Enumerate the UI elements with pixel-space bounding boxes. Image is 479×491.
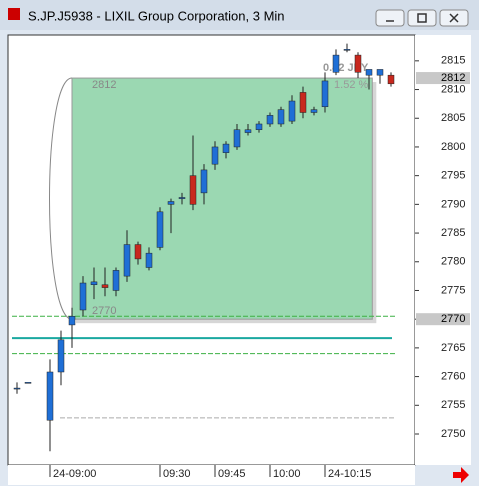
y-tick-label: 2780 xyxy=(441,256,465,268)
candle-body xyxy=(255,123,263,130)
y-tick-label: 2755 xyxy=(441,399,465,411)
candle-body xyxy=(310,109,318,113)
x-tick-label: 24-10:15 xyxy=(328,468,371,480)
candle-body xyxy=(178,197,186,199)
y-tick-label: 2810 xyxy=(441,83,465,95)
y-tick-label: 2765 xyxy=(441,342,465,354)
y-tick-label: 2760 xyxy=(441,370,465,382)
box-bracket xyxy=(49,77,73,320)
candle-body xyxy=(24,382,32,384)
minimize[interactable] xyxy=(375,9,405,27)
candle-body xyxy=(90,281,98,285)
candle-body xyxy=(211,146,219,165)
candle-body xyxy=(134,244,142,260)
box-high-label: 2812 xyxy=(92,79,116,91)
candle-body xyxy=(156,211,164,248)
candle-body xyxy=(101,284,109,288)
price-tag-label: 2770 xyxy=(441,313,465,325)
candle-body xyxy=(244,129,252,133)
candle-body xyxy=(222,143,230,153)
y-tick-label: 2750 xyxy=(441,428,465,440)
candle-body xyxy=(376,69,384,76)
candle-body xyxy=(112,270,120,291)
window-title: S.JP.J5938 - LIXIL Group Corporation, 3 … xyxy=(28,8,285,23)
x-tick-label: 24-09:00 xyxy=(53,468,96,480)
candle-body xyxy=(299,92,307,113)
candle-body xyxy=(387,74,395,85)
window-button-icons xyxy=(386,13,459,23)
y-tick-label: 2775 xyxy=(441,284,465,296)
candle-body xyxy=(354,54,362,73)
maximize[interactable] xyxy=(407,9,437,27)
candle-body xyxy=(266,115,274,125)
box-low-label: 2770 xyxy=(92,305,116,317)
y-tick-label: 2795 xyxy=(441,170,465,182)
candle-body xyxy=(332,54,340,73)
range-box xyxy=(71,77,373,320)
x-tick-label: 10:00 xyxy=(273,468,301,480)
candle-body xyxy=(277,109,285,125)
candle-body xyxy=(233,129,241,148)
app-icon xyxy=(8,8,20,20)
candle-body xyxy=(288,100,296,122)
candle-body xyxy=(167,201,175,205)
candle-body xyxy=(79,282,87,311)
price-tag-label: 2812 xyxy=(441,72,465,84)
candle-body xyxy=(13,387,21,390)
y-tick-label: 2805 xyxy=(441,112,465,124)
candle-body xyxy=(68,316,76,326)
candle-body xyxy=(343,49,351,51)
box-change: 0.42 JPY xyxy=(323,62,369,74)
candle-body xyxy=(189,175,197,205)
candle-body xyxy=(57,339,65,373)
scroll-arrow[interactable] xyxy=(453,467,469,483)
candle-body xyxy=(321,80,329,108)
candle-body xyxy=(200,169,208,194)
box-percent: 1.52 % xyxy=(334,79,368,91)
candle-body xyxy=(365,69,373,76)
y-tick-label: 2790 xyxy=(441,198,465,210)
candle-body xyxy=(46,371,54,421)
x-tick-label: 09:30 xyxy=(163,468,191,480)
y-axis-area xyxy=(415,35,471,465)
price-tag xyxy=(416,72,470,85)
price-tag xyxy=(416,313,470,326)
x-tick-label: 09:45 xyxy=(218,468,246,480)
candle-body xyxy=(123,244,131,277)
y-tick-label: 2785 xyxy=(441,227,465,239)
x-axis-area xyxy=(8,465,415,485)
candle-body xyxy=(145,252,153,268)
y-tick-label: 2815 xyxy=(441,55,465,67)
y-tick-label: 2800 xyxy=(441,141,465,153)
